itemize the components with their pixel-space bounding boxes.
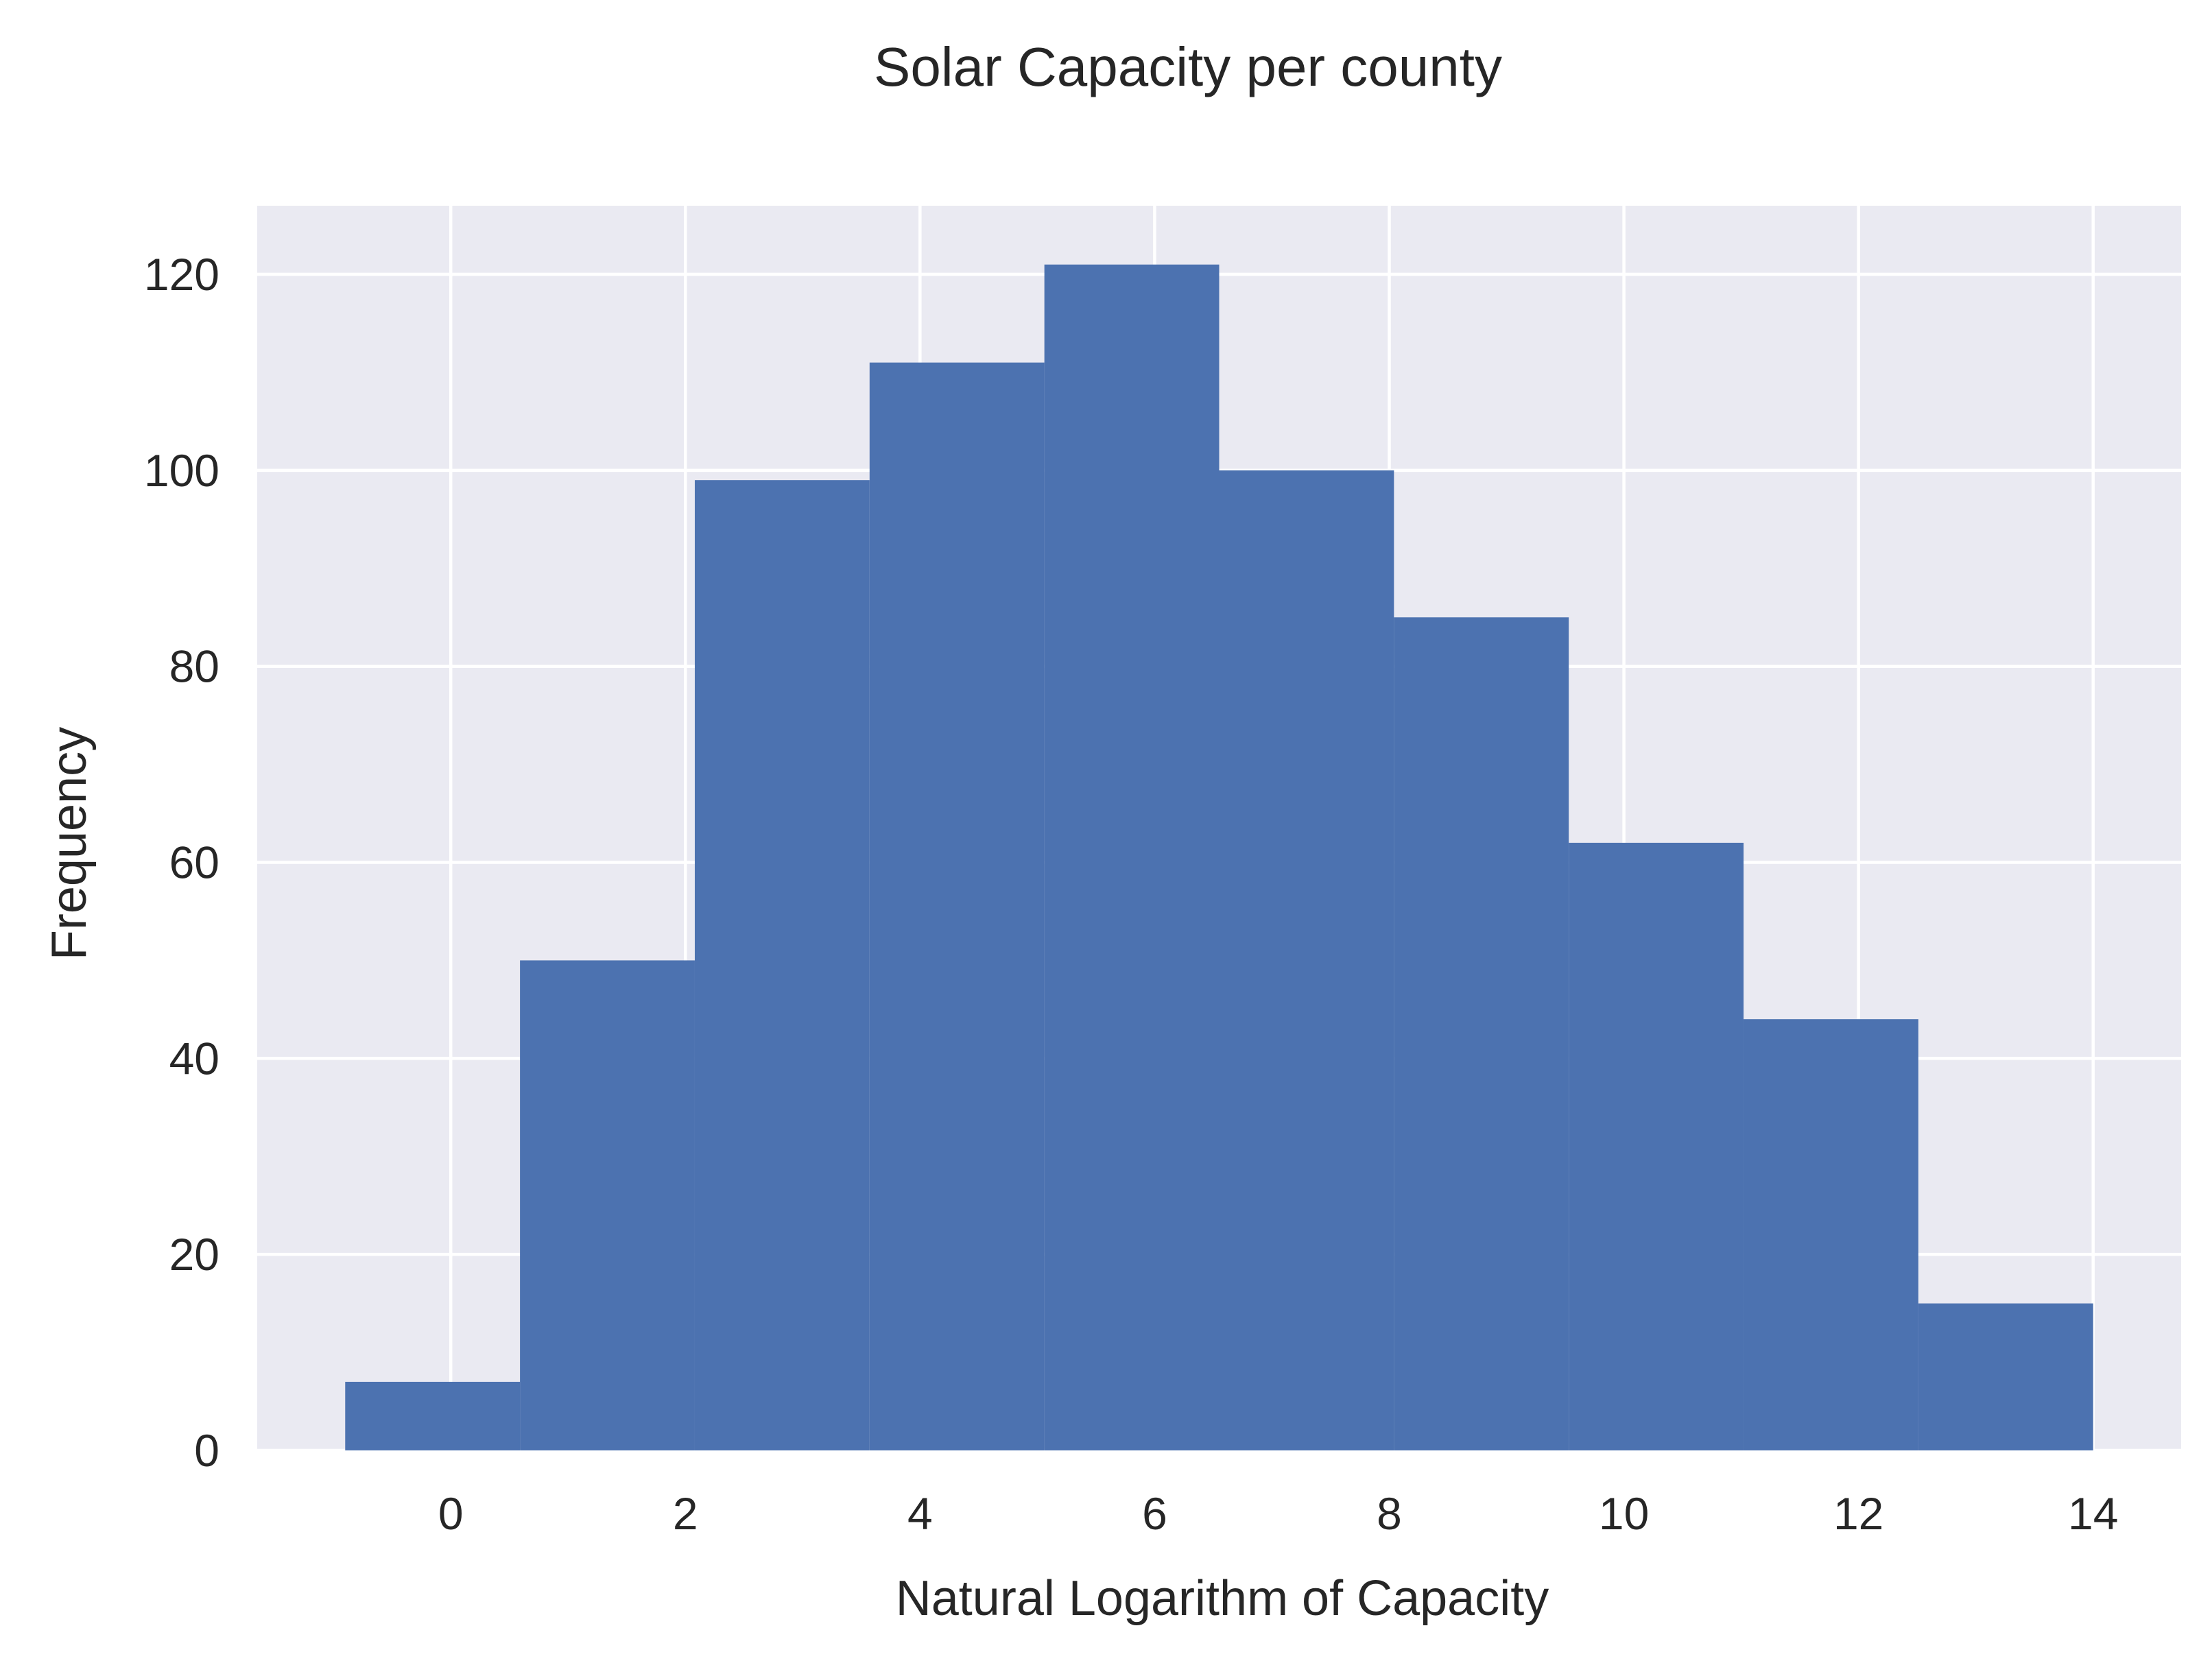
y-axis-label: Frequency — [42, 727, 97, 960]
y-tick-label: 0 — [194, 1425, 219, 1476]
x-tick-labels: 0 2 4 6 8 10 12 14 — [438, 1488, 2119, 1539]
histogram-bar — [1918, 1303, 2093, 1450]
x-tick-label: 10 — [1599, 1488, 1649, 1539]
x-tick-label: 0 — [438, 1488, 464, 1539]
x-tick-label: 12 — [1833, 1488, 1883, 1539]
chart-title: Solar Capacity per county — [874, 36, 1502, 97]
x-tick-label: 8 — [1377, 1488, 1402, 1539]
y-tick-label: 20 — [169, 1229, 219, 1280]
y-tick-label: 60 — [169, 837, 219, 888]
x-tick-label: 4 — [907, 1488, 933, 1539]
y-tick-label: 120 — [144, 249, 219, 300]
y-tick-label: 100 — [144, 445, 219, 496]
histogram-bars — [345, 264, 2093, 1451]
x-tick-label: 6 — [1142, 1488, 1167, 1539]
y-tick-labels: 0 20 40 60 80 100 120 — [144, 249, 219, 1476]
x-axis-label: Natural Logarithm of Capacity — [896, 1571, 1549, 1626]
histogram-bar — [345, 1381, 521, 1450]
y-tick-label: 40 — [169, 1033, 219, 1084]
histogram-bar — [1219, 470, 1394, 1450]
y-tick-label: 80 — [169, 641, 219, 692]
histogram-bar — [694, 480, 870, 1450]
histogram-bar — [1744, 1019, 1918, 1450]
histogram-bar — [1044, 264, 1220, 1450]
histogram-bar — [520, 960, 695, 1450]
x-tick-label: 14 — [2068, 1488, 2118, 1539]
histogram-bar — [1394, 617, 1569, 1450]
histogram-bar — [869, 362, 1045, 1451]
x-tick-label: 2 — [673, 1488, 698, 1539]
histogram-bar — [1569, 842, 1744, 1450]
